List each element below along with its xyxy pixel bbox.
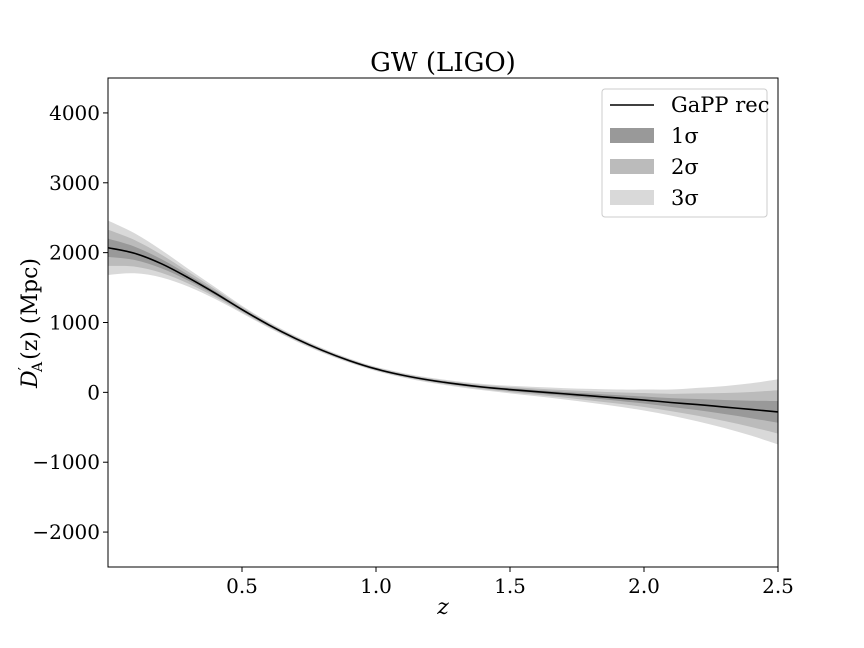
x-axis-label: z xyxy=(436,595,449,620)
legend-label-3sigma: 3σ xyxy=(671,186,699,210)
x-tick-label: 2.0 xyxy=(628,574,660,598)
y-tick-label: 2000 xyxy=(49,241,100,265)
legend-swatch-3sigma xyxy=(610,190,654,205)
y-axis-label-rest: (z) (Mpc) xyxy=(18,258,43,360)
chart-title: GW (LIGO) xyxy=(370,48,516,78)
x-tick-label: 0.5 xyxy=(226,574,258,598)
reconstruction-line-layer xyxy=(107,246,779,413)
x-tick-label: 1.0 xyxy=(360,574,392,598)
y-axis-label-main: D xyxy=(18,370,43,389)
y-tick-label: 1000 xyxy=(49,311,100,335)
y-tick-label: −1000 xyxy=(32,450,100,474)
legend-label-gapp-rec: GaPP rec xyxy=(671,93,769,117)
y-tick-label: 3000 xyxy=(49,171,100,195)
band-1sigma xyxy=(108,238,778,423)
x-tick-label: 1.5 xyxy=(494,574,526,598)
legend-box xyxy=(601,88,768,218)
y-tick-label: −2000 xyxy=(32,520,100,544)
x-axis-ticks: 0.5 1.0 1.5 2.0 2.5 xyxy=(226,567,794,598)
legend-label-2sigma: 2σ xyxy=(671,155,699,179)
band-3sigma xyxy=(108,220,778,445)
gapp-rec-line xyxy=(107,246,779,413)
y-axis-label: D′A(z) (Mpc) xyxy=(15,258,46,389)
x-tick-label: 2.5 xyxy=(762,574,794,598)
confidence-bands xyxy=(108,220,778,445)
y-axis-ticks: −2000 −1000 0 1000 2000 3000 4000 xyxy=(32,101,108,544)
band-2sigma xyxy=(108,229,778,434)
legend: GaPP rec 1σ 2σ 3σ xyxy=(601,88,769,218)
y-axis-label-prime: ′ xyxy=(15,366,33,370)
y-tick-label: 0 xyxy=(87,380,100,404)
legend-swatch-2sigma xyxy=(610,159,654,174)
y-axis-label-sub: A xyxy=(30,361,46,373)
y-tick-label: 4000 xyxy=(49,101,100,125)
legend-swatch-1sigma xyxy=(610,128,654,143)
legend-label-1sigma: 1σ xyxy=(671,124,699,148)
